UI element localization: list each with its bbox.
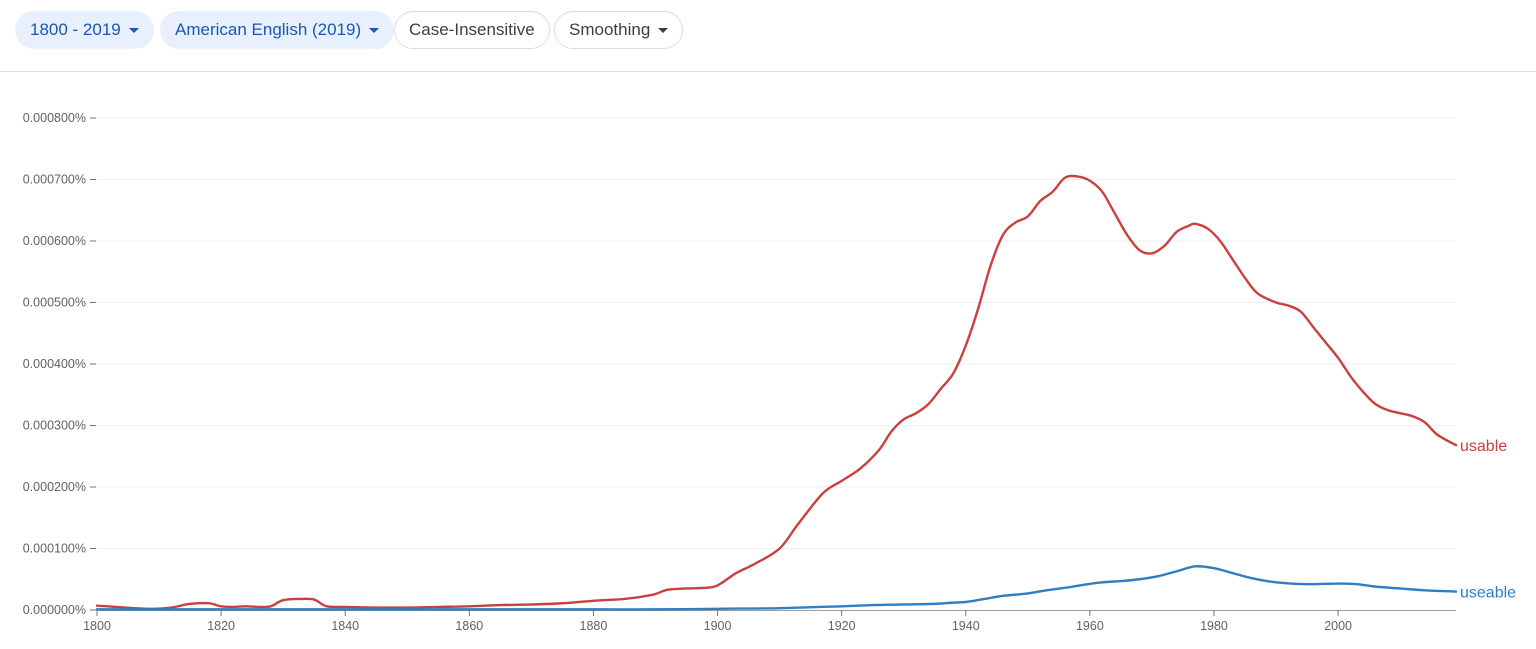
chart-area: 0.000000% 0.000100% 0.000200% 0.000300% 0.00…: [0, 72, 1536, 644]
series-line-useable: [95, 565, 1458, 611]
y-tick-label: 0.000200%: [23, 480, 86, 494]
ngram-line-chart: 0.000000% 0.000100% 0.000200% 0.000300% 0.00…: [23, 111, 1516, 633]
chevron-down-icon: [369, 27, 380, 33]
series-label-useable: useable: [1460, 585, 1516, 602]
y-tick-label: 0.000500%: [23, 296, 86, 310]
y-tick-label: 0.000300%: [23, 419, 86, 433]
x-tick-label: 2000: [1324, 619, 1352, 633]
y-tick-label: 0.000700%: [23, 173, 86, 187]
x-tick-label: 1820: [207, 619, 235, 633]
y-tick-label: 0.000100%: [23, 542, 86, 556]
smoothing-label: Smoothing: [569, 20, 651, 39]
x-tick-label: 1980: [1200, 619, 1228, 633]
case-insensitive-toggle[interactable]: Case-Insensitive: [394, 11, 550, 49]
toolbar: 1800 - 2019 American English (2019) Case…: [0, 0, 1536, 72]
x-tick-label: 1920: [828, 619, 856, 633]
x-tick-label: 1800: [83, 619, 111, 633]
y-tick-label: 0.000400%: [23, 357, 86, 371]
case-insensitive-label: Case-Insensitive: [409, 20, 535, 39]
year-range-label: 1800 - 2019: [30, 20, 121, 39]
chevron-down-icon: [658, 27, 669, 33]
y-tick-label: 0.000600%: [23, 234, 86, 248]
x-tick-label: 1940: [952, 619, 980, 633]
year-range-dropdown[interactable]: 1800 - 2019: [15, 11, 154, 49]
y-tick-label: 0.000000%: [23, 603, 86, 617]
chevron-down-icon: [128, 27, 139, 33]
series-label-usable: usable: [1460, 438, 1507, 455]
corpus-label: American English (2019): [175, 20, 362, 39]
corpus-dropdown[interactable]: American English (2019): [160, 11, 395, 49]
smoothing-dropdown[interactable]: Smoothing: [554, 11, 684, 49]
x-tick-label: 1860: [455, 619, 483, 633]
series-line-usable: [95, 174, 1458, 610]
x-tick-label: 1880: [580, 619, 608, 633]
x-tick-label: 1960: [1076, 619, 1104, 633]
x-tick-label: 1840: [331, 619, 359, 633]
y-tick-label: 0.000800%: [23, 111, 86, 125]
x-tick-label: 1900: [704, 619, 732, 633]
